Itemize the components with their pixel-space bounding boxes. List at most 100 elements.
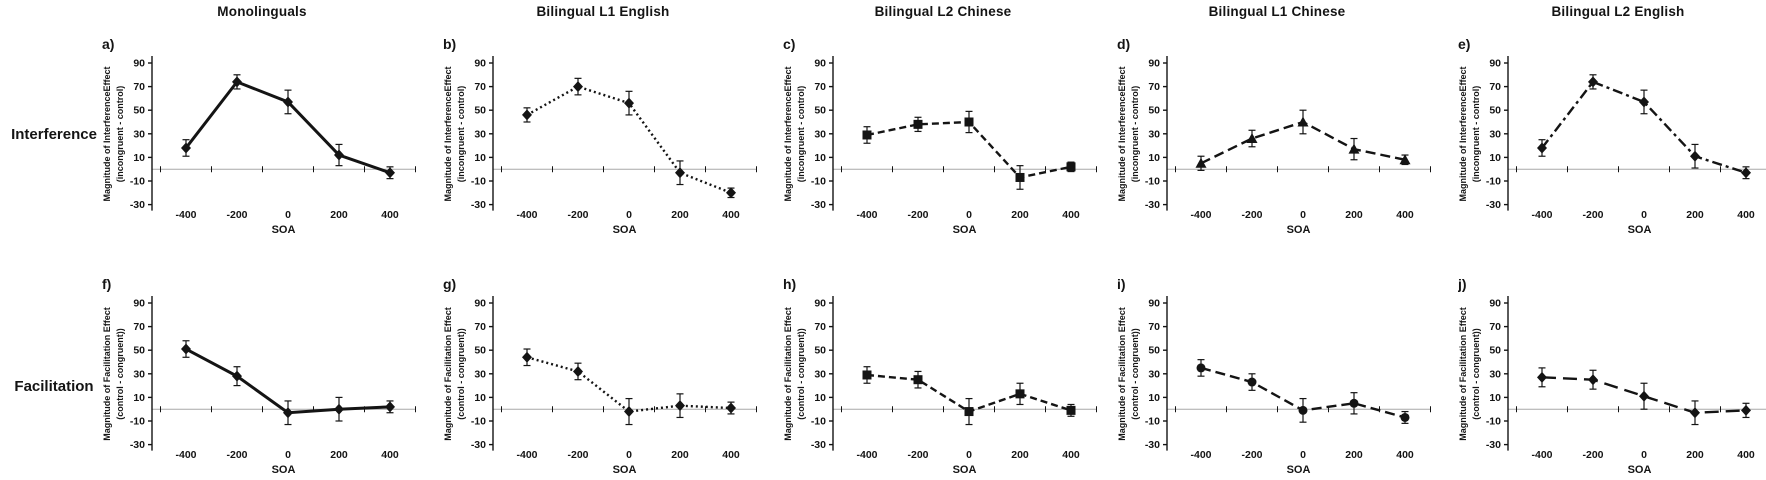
svg-text:10: 10 <box>1489 152 1501 164</box>
chart-svg-j: 90 70 50 30 10 -10 -30 -400 -200 0 200 400 SOA Magnit… <box>1457 276 1766 476</box>
svg-text:-10: -10 <box>130 176 145 188</box>
svg-text:70: 70 <box>474 321 486 333</box>
svg-text:10: 10 <box>1489 392 1501 404</box>
svg-text:70: 70 <box>1489 321 1501 333</box>
svg-text:-30: -30 <box>1486 439 1501 451</box>
row-label-facilitation: Facilitation <box>14 378 94 395</box>
svg-text:400: 400 <box>1737 449 1755 461</box>
svg-text:Magnitude of InterferenceEffec: Magnitude of InterferenceEffect <box>1117 66 1127 201</box>
svg-text:SOA: SOA <box>953 224 977 236</box>
svg-text:-200: -200 <box>567 449 588 461</box>
svg-text:10: 10 <box>133 152 145 164</box>
chart-svg-d: 90 70 50 30 10 -10 -30 -400 -200 0 200 400 SOA Magnit… <box>1117 36 1431 236</box>
column-title-monolinguals: Monolinguals <box>217 4 307 19</box>
svg-text:b): b) <box>443 36 456 52</box>
svg-text:50: 50 <box>1489 105 1501 117</box>
svg-text:SOA: SOA <box>1628 224 1652 236</box>
svg-text:h): h) <box>783 276 796 292</box>
svg-text:SOA: SOA <box>272 224 296 236</box>
svg-text:200: 200 <box>1011 449 1029 461</box>
svg-text:-30: -30 <box>811 199 826 211</box>
svg-text:(control - congruent)): (control - congruent)) <box>796 328 806 420</box>
svg-text:50: 50 <box>1148 105 1160 117</box>
svg-text:(incongruent - control): (incongruent - control) <box>796 86 806 183</box>
svg-text:400: 400 <box>1737 209 1755 221</box>
svg-text:-400: -400 <box>175 209 196 221</box>
svg-text:0: 0 <box>285 209 291 221</box>
svg-text:Magnitude of InterferenceEffec: Magnitude of InterferenceEffect <box>443 66 453 201</box>
svg-text:-10: -10 <box>130 416 145 428</box>
svg-text:-200: -200 <box>1241 449 1262 461</box>
svg-text:400: 400 <box>722 449 740 461</box>
svg-text:-30: -30 <box>471 439 486 451</box>
svg-text:(control - congruent)): (control - congruent)) <box>456 328 466 420</box>
svg-text:(control - congruent)): (control - congruent)) <box>115 328 125 420</box>
svg-text:-400: -400 <box>1190 209 1211 221</box>
svg-text:-400: -400 <box>1531 449 1552 461</box>
svg-text:0: 0 <box>966 449 972 461</box>
svg-text:Magnitude of Facilitation Effe: Magnitude of Facilitation Effect <box>443 307 453 441</box>
svg-text:30: 30 <box>1489 128 1501 140</box>
svg-text:Magnitude of Facilitation Effe: Magnitude of Facilitation Effect <box>102 307 112 441</box>
svg-text:30: 30 <box>474 128 486 140</box>
panel-d: Bilingual L1 Chinese 90 70 50 30 10 -10 -30 -40… <box>1059 0 1431 240</box>
svg-text:200: 200 <box>671 449 689 461</box>
svg-text:50: 50 <box>474 345 486 357</box>
chart-svg-a: 90 70 50 30 10 -10 -30 -400 -200 0 200 400 SOA Magnit… <box>102 36 416 236</box>
chart-svg-h: 90 70 50 30 10 -10 -30 -400 -200 0 200 400 SOA Magnit… <box>783 276 1097 476</box>
svg-text:-400: -400 <box>856 209 877 221</box>
svg-text:a): a) <box>102 36 114 52</box>
svg-text:50: 50 <box>1489 345 1501 357</box>
chart-svg-f: 90 70 50 30 10 -10 -30 -400 -200 0 200 400 SOA Magnit… <box>102 276 416 476</box>
chart-svg-g: 90 70 50 30 10 -10 -30 -400 -200 0 200 400 SOA Magnit… <box>443 276 757 476</box>
svg-text:400: 400 <box>1396 449 1414 461</box>
svg-text:10: 10 <box>133 392 145 404</box>
svg-text:-200: -200 <box>567 209 588 221</box>
svg-text:90: 90 <box>1489 58 1501 70</box>
svg-text:90: 90 <box>814 298 826 310</box>
svg-text:Magnitude of Facilitation Effe: Magnitude of Facilitation Effect <box>783 307 793 441</box>
svg-text:30: 30 <box>1489 368 1501 380</box>
svg-text:Magnitude of Facilitation Effe: Magnitude of Facilitation Effect <box>1117 307 1127 441</box>
svg-text:70: 70 <box>474 81 486 93</box>
svg-text:10: 10 <box>474 152 486 164</box>
svg-text:-200: -200 <box>226 449 247 461</box>
svg-text:200: 200 <box>1345 209 1363 221</box>
svg-text:30: 30 <box>133 128 145 140</box>
chart-g-facilitation-bilingual-l1-english: 90 70 50 30 10 -10 -30 -400 -200 0 200 400 SOA Magnit… <box>443 269 763 479</box>
svg-text:70: 70 <box>1148 81 1160 93</box>
svg-text:SOA: SOA <box>613 224 637 236</box>
svg-text:-30: -30 <box>1145 199 1160 211</box>
svg-text:70: 70 <box>814 81 826 93</box>
svg-text:j): j) <box>1458 276 1467 292</box>
svg-text:Magnitude of InterferenceEffec: Magnitude of InterferenceEffect <box>102 66 112 201</box>
svg-text:-200: -200 <box>1241 209 1262 221</box>
svg-text:70: 70 <box>1148 321 1160 333</box>
chart-svg-i: 90 70 50 30 10 -10 -30 -400 -200 0 200 400 SOA Magnit… <box>1117 276 1431 476</box>
svg-text:-30: -30 <box>811 439 826 451</box>
svg-text:70: 70 <box>1489 81 1501 93</box>
svg-text:-400: -400 <box>856 449 877 461</box>
svg-text:i): i) <box>1117 276 1126 292</box>
panel-i: 90 70 50 30 10 -10 -30 -400 -200 0 200 400 SOA Magnit… <box>1059 240 1431 480</box>
chart-a-interference-monolinguals: 90 70 50 30 10 -10 -30 -400 -200 0 200 400 SOA Magnit… <box>102 29 422 239</box>
svg-text:Magnitude of InterferenceEffec: Magnitude of InterferenceEffect <box>1458 66 1468 201</box>
svg-text:-10: -10 <box>811 176 826 188</box>
svg-text:(incongruent - control): (incongruent - control) <box>115 86 125 183</box>
svg-text:-30: -30 <box>130 199 145 211</box>
panel-e: Bilingual L2 English 90 70 50 30 10 -10 -30 -40… <box>1412 0 1766 240</box>
svg-text:0: 0 <box>1641 209 1647 221</box>
svg-text:SOA: SOA <box>1287 224 1311 236</box>
svg-text:10: 10 <box>1148 152 1160 164</box>
chart-f-facilitation-monolinguals: 90 70 50 30 10 -10 -30 -400 -200 0 200 400 SOA Magnit… <box>102 269 422 479</box>
svg-text:90: 90 <box>133 298 145 310</box>
svg-text:(incongruent - control): (incongruent - control) <box>1130 86 1140 183</box>
svg-text:g): g) <box>443 276 456 292</box>
svg-text:90: 90 <box>1489 298 1501 310</box>
svg-text:Magnitude of Facilitation Effe: Magnitude of Facilitation Effect <box>1458 307 1468 441</box>
svg-text:-400: -400 <box>516 209 537 221</box>
svg-text:-10: -10 <box>1145 176 1160 188</box>
panel-b: Bilingual L1 English 90 70 50 30 10 -10 -30 -40… <box>353 0 757 240</box>
svg-text:-200: -200 <box>1582 209 1603 221</box>
